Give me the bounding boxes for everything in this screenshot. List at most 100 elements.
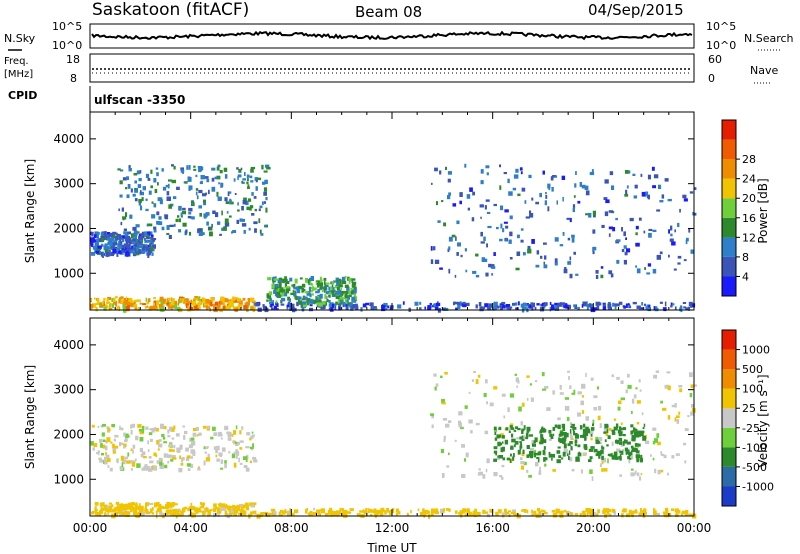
power-cell — [276, 294, 279, 298]
velocity-cell — [499, 511, 502, 514]
velocity-cell — [613, 426, 618, 431]
velocity-cell — [512, 456, 515, 461]
velocity-cell — [160, 423, 165, 429]
power-cell — [656, 254, 661, 260]
power-cell — [125, 296, 128, 301]
power-cell — [145, 208, 149, 212]
power-cell — [608, 226, 613, 230]
power-cell — [611, 185, 615, 190]
power-cell — [688, 228, 691, 233]
power-cell — [336, 286, 340, 291]
power-cell — [434, 306, 439, 310]
power-cell — [673, 268, 677, 271]
power-cell — [136, 299, 141, 302]
power-cell — [157, 182, 159, 186]
power-cell — [339, 302, 342, 308]
velocity-cell — [216, 458, 220, 462]
power-cell — [209, 231, 213, 237]
power-cell — [434, 167, 438, 172]
velocity-cell — [380, 509, 385, 512]
velocity-cell — [167, 434, 171, 438]
power-cell — [121, 235, 126, 239]
power-cell — [625, 303, 628, 308]
colorbar-tick-label: 24 — [742, 173, 756, 186]
power-cell — [197, 166, 202, 169]
power-cell — [178, 205, 182, 211]
velocity-cell — [557, 446, 561, 449]
velocity-cell — [106, 437, 111, 443]
power-cell — [197, 305, 201, 310]
velocity-cell — [145, 502, 148, 508]
velocity-cell — [526, 509, 529, 514]
power-cell — [138, 249, 142, 255]
power-cell — [647, 307, 651, 312]
power-cell — [464, 163, 467, 168]
velocity-cell — [212, 513, 216, 518]
velocity-cell — [144, 509, 149, 514]
power-cell — [645, 191, 649, 196]
velocity-cell — [609, 453, 613, 457]
power-cell — [677, 255, 682, 259]
velocity-cell — [371, 509, 375, 513]
velocity-cell — [100, 511, 104, 514]
power-cell — [536, 303, 540, 306]
power-cell — [339, 279, 342, 285]
velocity-cell — [614, 452, 618, 455]
velocity-cell — [501, 441, 504, 444]
velocity-cell — [471, 379, 474, 382]
power-cell — [220, 296, 224, 301]
power-cell — [383, 302, 388, 308]
velocity-cell — [417, 508, 420, 512]
power-cell — [132, 226, 137, 231]
power-cell — [139, 244, 143, 249]
power-cell — [595, 275, 599, 279]
power-cell — [527, 248, 532, 254]
power-cell — [90, 251, 96, 256]
velocity-cell — [633, 510, 638, 514]
power-cell — [135, 247, 139, 252]
power-cell — [512, 187, 517, 191]
velocity-cell — [572, 427, 577, 430]
velocity-cell — [569, 456, 573, 462]
power-cell — [117, 168, 121, 171]
velocity-cell — [319, 509, 324, 512]
velocity-cell — [445, 423, 450, 428]
power-cell — [168, 304, 172, 309]
velocity-cell — [577, 412, 582, 417]
velocity-cell — [201, 502, 205, 506]
velocity-cell — [640, 430, 645, 434]
power-cell — [674, 306, 677, 311]
velocity-cell — [422, 509, 426, 514]
velocity-cell — [341, 508, 344, 511]
power-cell — [265, 207, 268, 213]
power-cell — [120, 221, 123, 226]
power-cell — [272, 279, 276, 283]
power-cell — [668, 229, 670, 234]
velocity-cell — [559, 431, 564, 437]
freq-unit-label: [MHz] — [4, 69, 33, 80]
velocity-cell — [213, 432, 218, 436]
power-cell — [568, 305, 571, 310]
power-cell — [571, 237, 575, 243]
velocity-cell — [119, 442, 124, 446]
power-cell — [293, 287, 298, 290]
power-cell — [118, 240, 121, 245]
velocity-cell — [633, 394, 637, 399]
power-cell — [549, 306, 552, 312]
velocity-cell — [203, 460, 206, 466]
velocity-cell — [139, 431, 144, 435]
velocity-cell — [397, 511, 401, 515]
velocity-cell — [541, 372, 545, 377]
power-cell — [294, 278, 298, 284]
velocity-cell — [468, 391, 471, 394]
velocity-cell — [169, 443, 173, 448]
power-cell — [221, 210, 223, 216]
power-cell — [164, 302, 168, 305]
velocity-cell — [93, 443, 98, 447]
power-cell — [547, 206, 550, 212]
velocity-cell — [664, 507, 669, 512]
velocity-cell — [615, 423, 619, 428]
power-cell — [635, 242, 640, 247]
velocity-cell — [517, 427, 521, 431]
